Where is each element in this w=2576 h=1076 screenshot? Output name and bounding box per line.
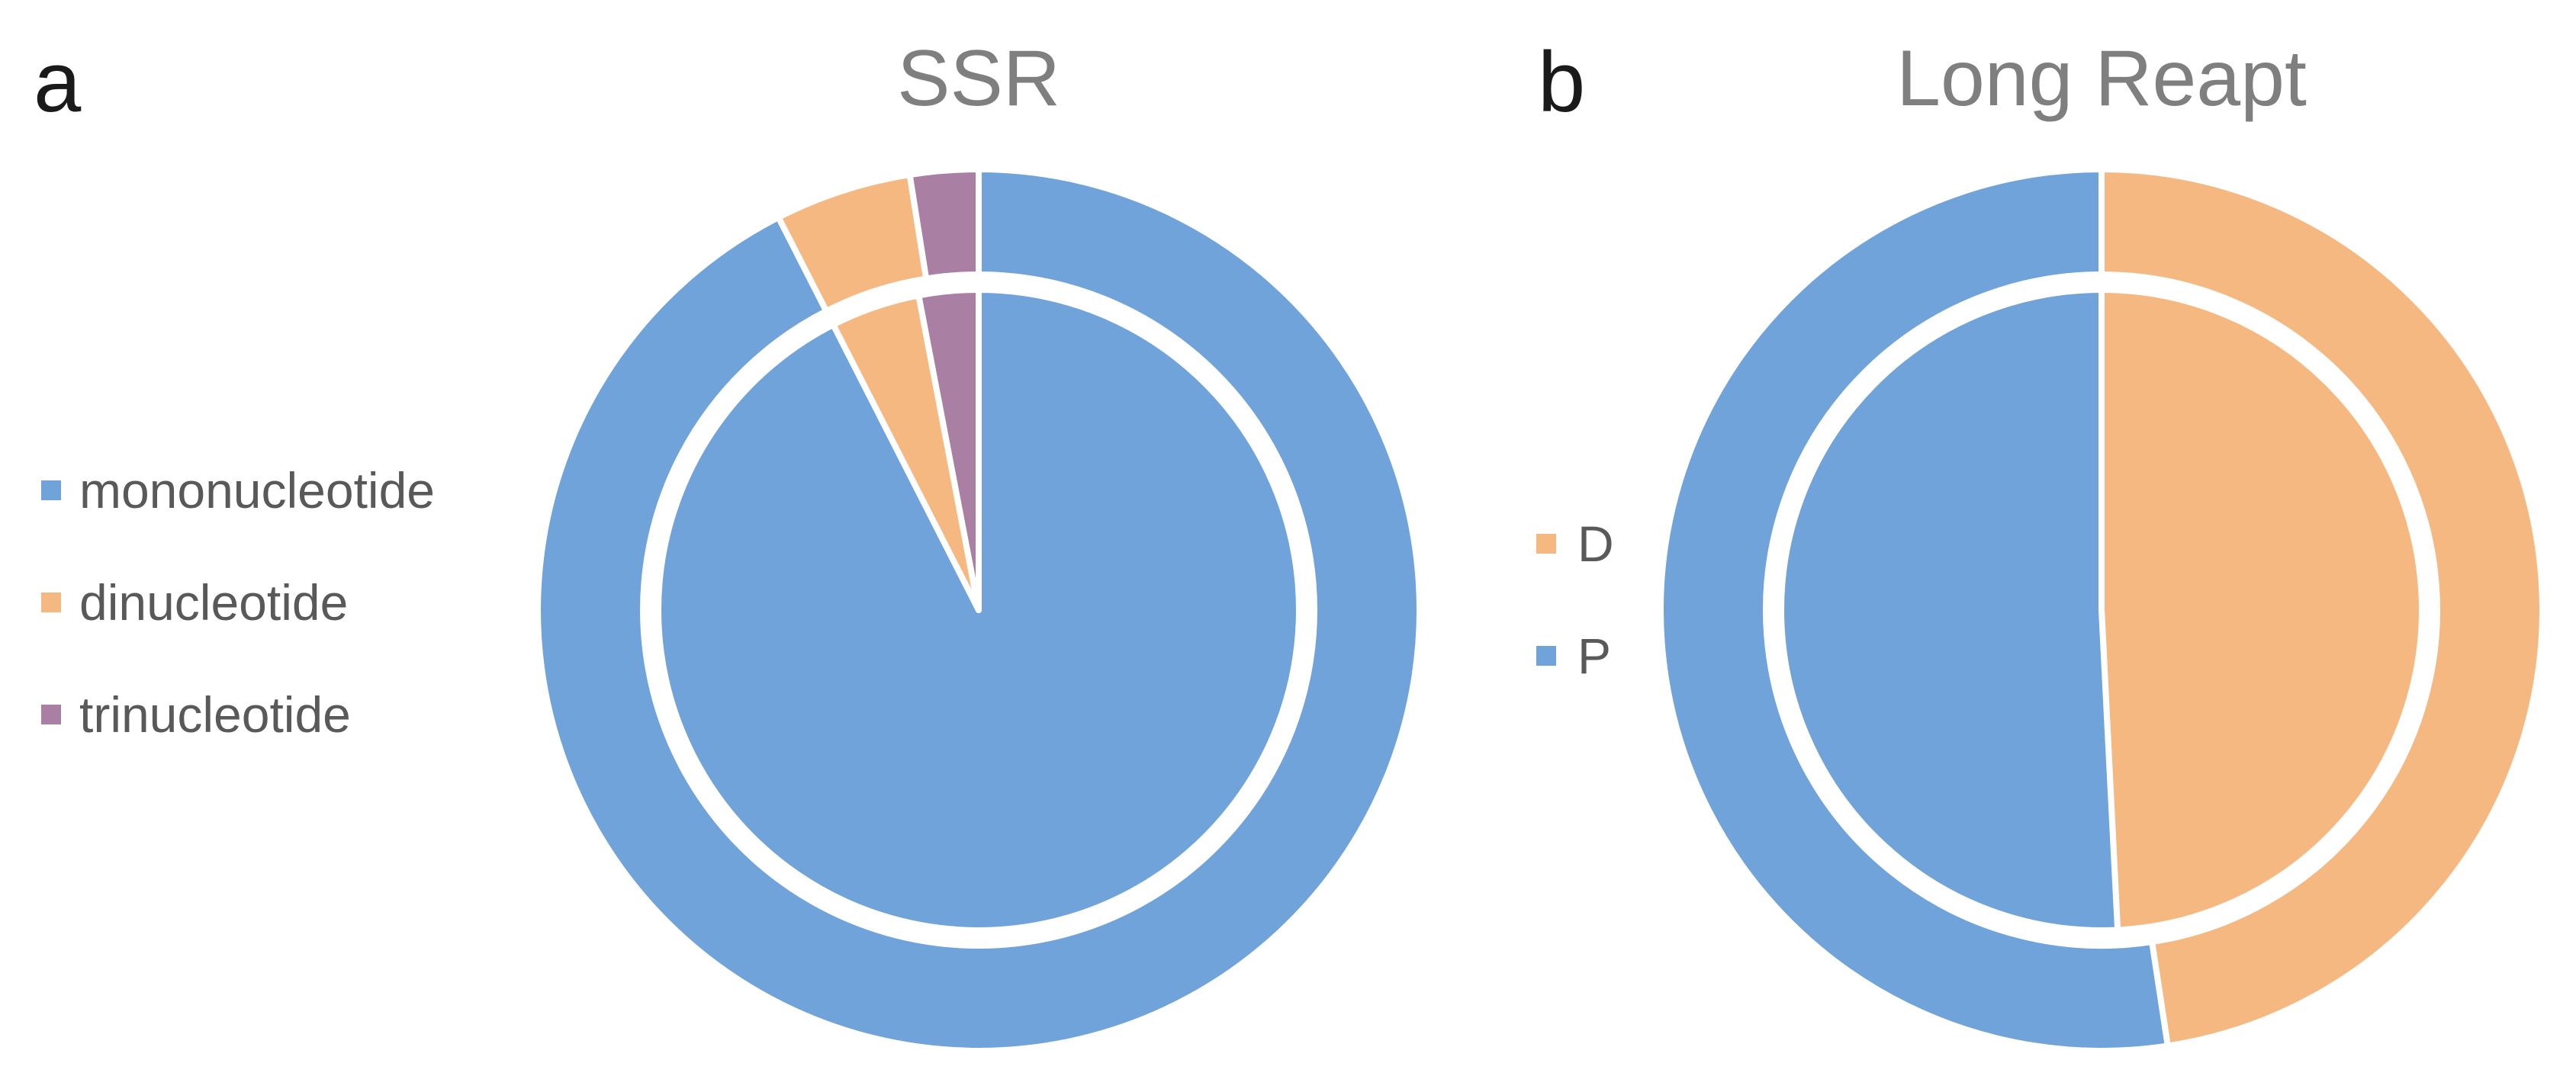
panel-b-label: b [1538,34,1585,130]
legend-marker-trinucleotide [41,705,61,724]
outer-ring-slice-mononucleotide [535,166,1423,1054]
panel-a: a SSR mononucleotide dinucleotide trinuc… [34,34,1423,1054]
panel-a-title: SSR [897,34,1060,123]
ssr-donut [535,166,1423,1054]
inner-ring-slice-d [2098,287,2426,933]
ssr-legend: mononucleotide dinucleotide trinucleotid… [41,462,435,743]
inner-ring-slice-p [1778,287,2121,933]
legend-label-p: P [1577,628,1611,684]
panel-a-label: a [34,34,82,130]
legend-marker-p [1536,646,1556,666]
legend-label-mononucleotide: mononucleotide [79,462,435,519]
outer-ring-slice-p [1658,166,2171,1054]
long-repeat-donut [1658,166,2545,1054]
outer-ring-slice-d [2098,166,2545,1049]
legend-marker-dinucleotide [41,593,61,612]
panel-b: b Long Reapt D P [1536,34,2545,1054]
panel-b-title: Long Reapt [1896,34,2307,123]
legend-label-trinucleotide: trinucleotide [79,686,351,743]
legend-label-d: D [1577,516,1614,572]
outer-ring-slice-trinucleotide [906,166,982,282]
inner-ring-slice-trinucleotide [915,287,982,613]
legend-label-dinucleotide: dinucleotide [79,574,348,631]
long-repeat-legend: D P [1536,516,1614,684]
legend-marker-d [1536,534,1556,554]
legend-marker-mononucleotide [41,480,61,500]
